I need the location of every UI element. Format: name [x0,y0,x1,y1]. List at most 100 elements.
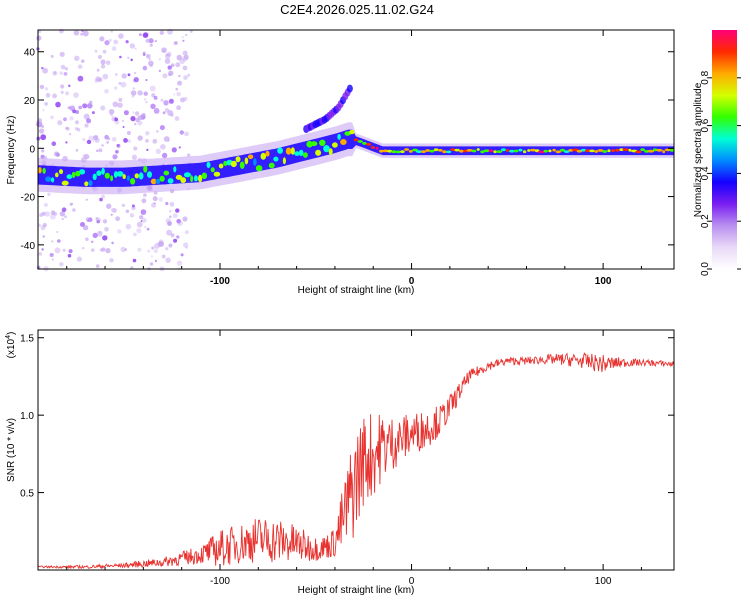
spectrogram-noise-dot [112,101,119,108]
spectrogram-blob [459,149,464,153]
spectrogram-blob [404,148,410,151]
spectrogram-noise-dot [118,33,124,39]
spectrogram-noise-dot [125,40,129,44]
spectrogram-y-tick-label: -40 [21,241,36,252]
spectrogram-noise-dot [100,59,106,65]
spectrogram-noise-dot [160,98,164,102]
spectrogram-noise-dot [169,73,173,76]
snr-y-tick-label: 1.0 [20,411,34,422]
spectrogram-noise-dot [102,49,107,54]
spectrogram-noise-dot [59,28,64,34]
spectrogram-noise-dot [88,100,93,105]
colorbar-gradient [712,30,737,269]
spectrogram-blob [328,148,333,156]
spectrogram-noise-dot [136,221,143,228]
spectrogram-blob [319,139,326,146]
spectrogram-x-label: Height of straight line (km) [298,285,415,296]
spectrogram-blob [147,171,152,178]
spectrogram-blob [669,148,675,152]
chart-title: C2E4.2026.025.11.02.G24 [280,2,434,17]
colorbar: 0.0 0.2 0.4 0.6 0.8 Normalized spectral ampl… [693,30,741,276]
spectrogram-noise-dot [55,101,61,108]
spectrogram-noise-dot [104,227,109,232]
spectrogram-noise-dot [82,225,89,231]
spectrogram-blob [415,150,423,154]
spectrogram-noise-dot [137,120,143,126]
spectrogram-noise-dot [141,217,147,223]
snr-multiplier-exp: 4 [5,335,12,339]
spectrogram-noise-dot [96,149,99,152]
spectrogram-noise-dot [95,264,100,268]
spectrogram-noise-dot [87,103,93,109]
spectrogram-noise-dot [140,220,143,222]
spectrogram-blob [628,148,632,152]
spectrogram-noise-dot [175,87,178,91]
spectrogram-y-tick-label: -20 [21,193,36,204]
spectrogram-noise-dot [88,135,94,141]
spectrogram-noise-dot [85,217,91,222]
spectrogram-blob [349,129,355,135]
spectrogram-blob [412,148,418,152]
spectrogram-blob [589,149,595,153]
spectrogram-noise-dot [178,146,181,149]
spectrogram-noise-dot [94,49,98,53]
spectrogram-blob [664,148,672,152]
spectrogram-blob [143,165,148,173]
spectrogram-noise-dot [115,150,119,154]
spectrogram-noise-dot [171,147,177,153]
spectrogram-noise-dot [173,238,178,243]
spectrogram-blob [382,149,389,153]
spectrogram-blob [537,150,545,154]
snr-multiplier-base: (x10 [6,338,17,358]
spectrogram-noise-dot [53,151,59,157]
spectrogram-noise-dot [120,246,126,253]
spectrogram-noise-dot [130,90,137,96]
snr-y-tick-label: 0.5 [20,489,34,500]
spectrogram-noise-dot [147,249,151,253]
spectrogram-noise-dot [41,248,44,251]
spectrogram-blob [310,141,318,147]
spectrogram-core [38,129,674,187]
spectrogram-blob [51,177,55,183]
spectrogram-blob [607,149,611,153]
spectrogram-noise-dot [175,208,180,213]
spectrogram-noise-dot [144,225,147,229]
spectrogram-noise-dot [111,136,117,142]
spectrogram-blob [332,142,338,148]
spectrogram-noise-dot [74,55,80,61]
spectrogram-noise-dot [124,248,128,252]
spectrogram-blob [501,148,506,152]
spectrogram-blob [92,173,97,180]
spectrogram-noise-dot [59,262,64,267]
spectrogram-blob [244,157,249,165]
spectrogram-noise-dot [106,203,112,209]
spectrogram-x-ticks: -100 0 100 [66,30,642,287]
spectrogram-noise-dot [85,198,88,201]
spectrogram-noise-dot [74,120,80,125]
svg-text:(x104): (x104) [5,332,17,359]
spectrogram-noise-dot [60,84,65,89]
spectrogram-blob [340,139,347,145]
spectrogram-noise-dot [105,60,111,65]
spectrogram-noise-dot [151,93,156,98]
spectrogram-noise-dot [161,47,167,53]
spectrogram-noise-dot [92,139,95,142]
spectrogram-noise-dot [107,137,111,141]
spectrogram-blob [563,150,570,154]
spectrogram-noise-dot [82,103,88,109]
spectrogram-noise-dot [62,248,66,252]
spectrogram-blob [357,140,363,143]
spectrogram-noise-dot [184,230,189,235]
spectrogram-blob [198,174,203,183]
spectrogram-noise-dot [136,228,142,234]
spectrogram-noise-dot [183,242,189,248]
spectrogram-noise-dot [110,207,116,213]
spectrogram-noise-dot [81,59,85,63]
spectrogram-noise-dot [149,43,153,47]
spectrogram-noise-dot [59,51,65,57]
spectrogram-noise-dot [57,120,63,126]
spectrogram-noise-dot [133,232,137,237]
spectrogram-noise-dot [139,33,142,36]
spectrogram-noise-dot [109,258,114,263]
spectrogram-noise-dot [126,131,131,135]
